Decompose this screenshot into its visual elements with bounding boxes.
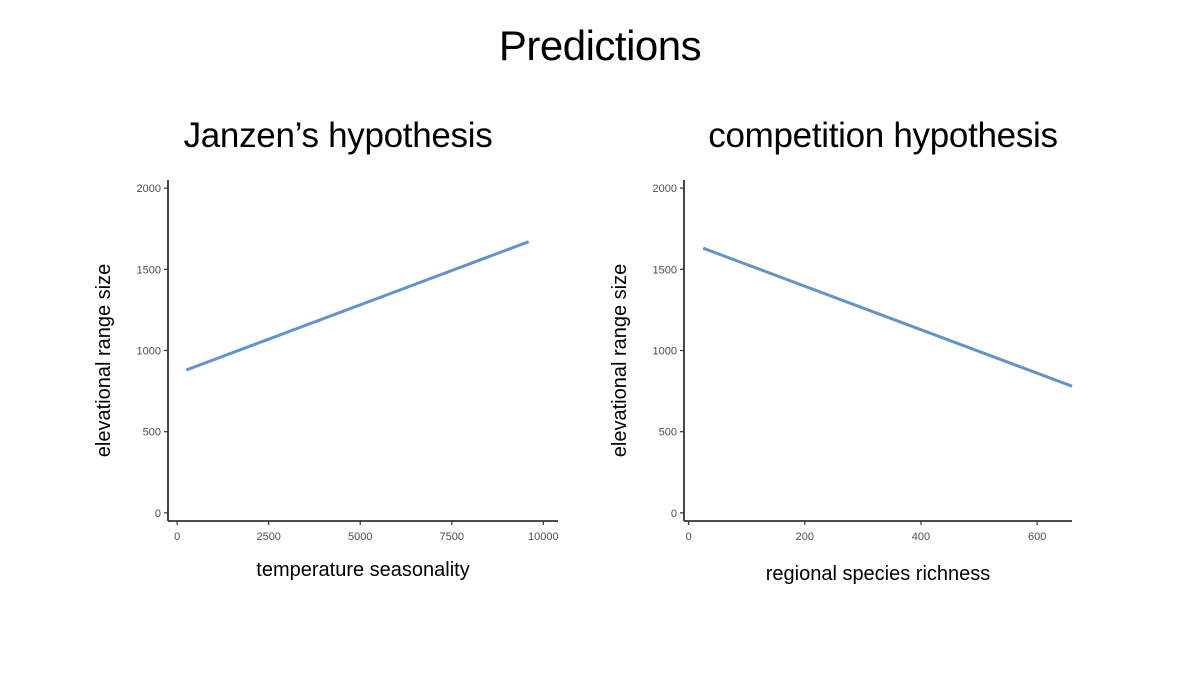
y-tick-label: 0 — [671, 508, 677, 520]
x-tick-label: 0 — [686, 531, 692, 543]
page-title: Predictions — [498, 22, 702, 69]
x-tick-label: 200 — [796, 531, 814, 543]
y-tick-label: 0 — [155, 508, 161, 520]
series-line — [185, 240, 530, 372]
x-axis-title: regional species richness — [766, 563, 991, 585]
x-tick-label: 10000 — [528, 531, 559, 543]
x-tick-label: 400 — [912, 531, 930, 543]
series-line — [702, 246, 1073, 388]
chart-competition: 0 500 1000 1500 2000 0 200 400 600 regional speci… — [609, 180, 1073, 585]
y-tick-label: 1000 — [653, 346, 677, 358]
x-axis-title: temperature seasonality — [256, 559, 469, 581]
y-tick-label: 1500 — [137, 264, 161, 276]
y-tick-label: 2000 — [137, 183, 161, 195]
y-tick-label: 500 — [143, 427, 161, 439]
x-tick-label: 5000 — [348, 531, 372, 543]
x-tick-label: 0 — [174, 531, 180, 543]
y-tick-label: 1500 — [653, 264, 677, 276]
y-axis-title: elevational range size — [93, 264, 115, 457]
x-tick-label: 2500 — [256, 531, 280, 543]
y-tick-label: 1000 — [137, 346, 161, 358]
y-tick-label: 2000 — [653, 183, 677, 195]
x-tick-label: 600 — [1028, 531, 1046, 543]
chart-title-janzen: Janzen’s hypothesis — [183, 116, 493, 155]
y-axis-title: elevational range size — [609, 264, 631, 457]
chart-title-competition: competition hypothesis — [708, 116, 1058, 155]
chart-janzen: 0 500 1000 1500 2000 0 2500 5000 7500 10000 temper… — [93, 180, 559, 581]
y-tick-label: 500 — [659, 427, 677, 439]
x-tick-label: 7500 — [440, 531, 464, 543]
